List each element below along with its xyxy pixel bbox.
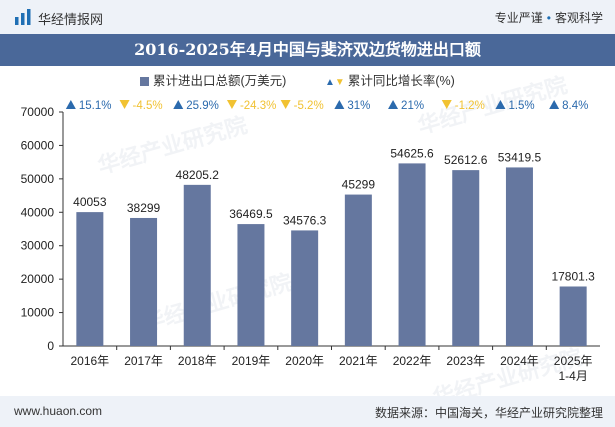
- y-tick-label: 0: [47, 339, 54, 353]
- growth-up-triangle-icon: [173, 100, 184, 109]
- growth-rate-label: 31%: [347, 100, 370, 112]
- bar-value-label: 40053: [73, 195, 107, 209]
- legend-label-total: 累计进出口总额(万美元): [153, 74, 287, 88]
- bar: [559, 286, 587, 346]
- bar-value-label: 52612.6: [444, 153, 488, 167]
- bar-value-label: 38299: [127, 201, 161, 215]
- x-tick-label: 2025年: [554, 354, 593, 368]
- bar-value-label: 53419.5: [498, 150, 542, 164]
- growth-rate-label: -5.2%: [294, 100, 324, 112]
- growth-rate-label: 1.5%: [508, 100, 534, 112]
- growth-up-triangle-icon: [65, 100, 76, 109]
- slogan-left: 专业严谨: [494, 11, 543, 25]
- x-tick-label: 2016年: [70, 354, 109, 368]
- y-tick-label: 70000: [21, 105, 55, 119]
- y-tick-label: 50000: [21, 172, 55, 186]
- footer-url[interactable]: www.huaon.com: [14, 404, 103, 418]
- growth-up-triangle-icon: [388, 100, 399, 109]
- bar: [398, 163, 426, 346]
- data-source-note: 数据来源：中国海关，华经产业研究院整理: [374, 406, 603, 420]
- x-tick-label: 2021年: [339, 354, 378, 368]
- legend-item-total: 累计进出口总额(万美元): [140, 71, 286, 91]
- x-tick-label: 2023年: [446, 354, 485, 368]
- bar-value-label: 34576.3: [283, 213, 327, 227]
- y-tick-label: 30000: [21, 239, 55, 253]
- bar-value-label: 45299: [342, 178, 376, 192]
- header-bar: 华经情报网 专业严谨 • 客观科学: [0, 0, 615, 34]
- growth-rate-label: 8.4%: [562, 100, 588, 112]
- y-tick-label: 40000: [21, 205, 55, 219]
- chart-title: 2016-2025年4月中国与斐济双边货物进出口额: [134, 40, 481, 59]
- legend-label-growth: 累计同比增长率(%): [347, 74, 455, 88]
- slogan: 专业严谨 • 客观科学: [495, 9, 603, 26]
- growth-up-triangle-icon: [334, 100, 345, 109]
- brand-logo-icon: [15, 9, 31, 25]
- x-tick-label: 2024年: [500, 354, 539, 368]
- growth-rate-label: -24.3%: [240, 100, 276, 112]
- y-tick-label: 60000: [21, 138, 55, 152]
- bar-value-label: 36469.5: [229, 207, 273, 221]
- growth-up-triangle-icon: [495, 100, 506, 109]
- brand-name: 华经情报网: [38, 12, 104, 27]
- y-tick-label: 20000: [21, 272, 55, 286]
- bar: [237, 224, 265, 346]
- growth-up-triangle-icon: [549, 100, 560, 109]
- growth-rate-label: -4.5%: [133, 100, 163, 112]
- growth-down-triangle-icon: [280, 100, 291, 109]
- x-tick-label: 2017年: [124, 354, 163, 368]
- triangle-down-icon: ▼: [334, 77, 345, 88]
- triangle-up-icon: ▲: [325, 77, 335, 88]
- x-tick-label: 2020年: [285, 354, 324, 368]
- slogan-separator: •: [546, 11, 551, 25]
- bar: [505, 167, 533, 346]
- growth-down-triangle-icon: [441, 100, 452, 109]
- legend-swatch-bar: [140, 77, 149, 86]
- growth-rate-label: 15.1%: [79, 100, 112, 112]
- x-tick-label: 2019年: [232, 354, 271, 368]
- chart-legend: 累计进出口总额(万美元) ▲▼ 累计同比增长率(%): [0, 71, 615, 91]
- growth-rate-label: -1.2%: [455, 100, 485, 112]
- bar-value-label: 48205.2: [176, 168, 220, 182]
- bar-value-label: 54625.6: [390, 146, 434, 160]
- legend-item-growth: ▲▼ 累计同比增长率(%): [325, 71, 455, 91]
- growth-down-triangle-icon: [119, 100, 130, 109]
- bar: [183, 184, 211, 346]
- footer-bar: www.huaon.com 数据来源：中国海关，华经产业研究院整理: [0, 396, 615, 427]
- x-tick-label: 2018年: [178, 354, 217, 368]
- x-tick-label: 1-4月: [558, 369, 587, 383]
- title-bar: 2016-2025年4月中国与斐济双边货物进出口额: [0, 34, 615, 66]
- bar: [452, 170, 480, 346]
- growth-rate-label: 21%: [401, 100, 424, 112]
- bar: [130, 217, 158, 346]
- growth-rate-label: 25.9%: [186, 100, 219, 112]
- x-tick-label: 2022年: [393, 354, 432, 368]
- bar: [344, 194, 372, 346]
- slogan-right: 客观科学: [554, 11, 603, 25]
- growth-down-triangle-icon: [226, 100, 237, 109]
- bar: [291, 230, 319, 346]
- bar: [76, 212, 104, 346]
- y-tick-label: 10000: [21, 306, 55, 320]
- bar-value-label: 17801.3: [551, 269, 595, 283]
